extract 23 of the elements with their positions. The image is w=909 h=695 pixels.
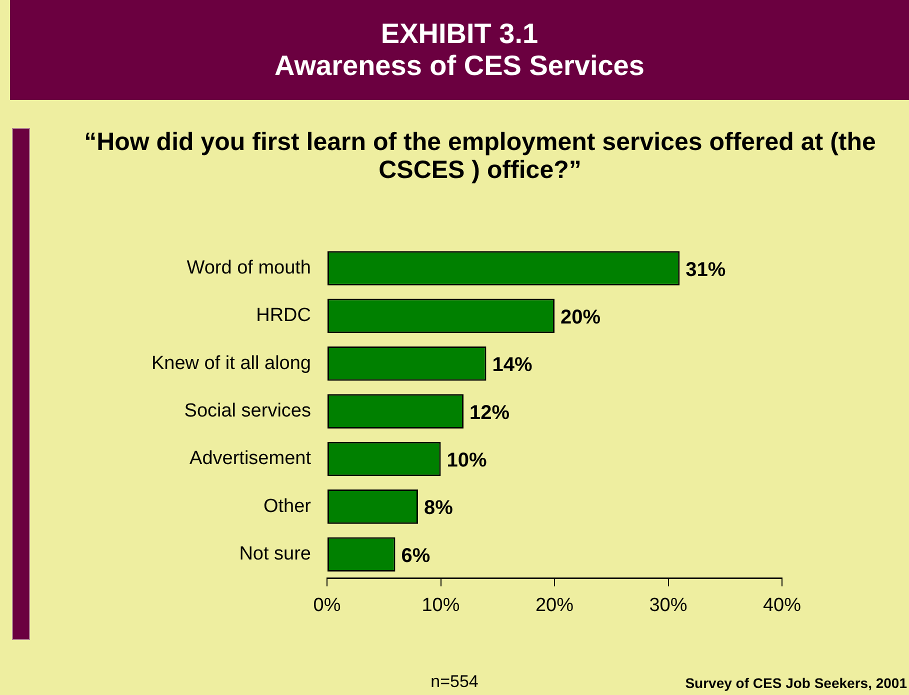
text: Survey of CES Job Seekers, 2001 [685, 675, 907, 691]
y-tick-label: Knew of it all along [152, 352, 311, 374]
x-tick-label: 10% [422, 594, 460, 616]
y-tick-label: Not sure [239, 544, 311, 565]
chart-title: EXHIBIT 3.1 Awareness of CES Services [10, 0, 909, 100]
y-tick-label: Social services [184, 400, 311, 422]
data-label: 6% [401, 544, 430, 567]
data-label: 20% [560, 306, 601, 328]
data-label: 12% [470, 402, 510, 424]
x-tick-label: 20% [535, 594, 574, 616]
data-label: 10% [446, 450, 487, 472]
y-tick-label: Other [263, 496, 312, 517]
x-tick-label: 40% [762, 594, 802, 616]
y-tick-label: HRDC [256, 305, 311, 326]
data-label: 14% [492, 354, 532, 376]
y-tick-label: Word of mouth [186, 257, 311, 278]
chart-subtitle: “How did you first learn of the employment services offered at (the CSCES ) office?” [83, 128, 877, 184]
x-tick-label: 0% [313, 594, 341, 616]
x-tick-label: 30% [649, 594, 688, 616]
data-label: 31% [686, 258, 726, 281]
text: n=554 [430, 672, 478, 691]
y-tick-label: Advertisement [190, 448, 312, 470]
data-label: 8% [424, 497, 454, 520]
